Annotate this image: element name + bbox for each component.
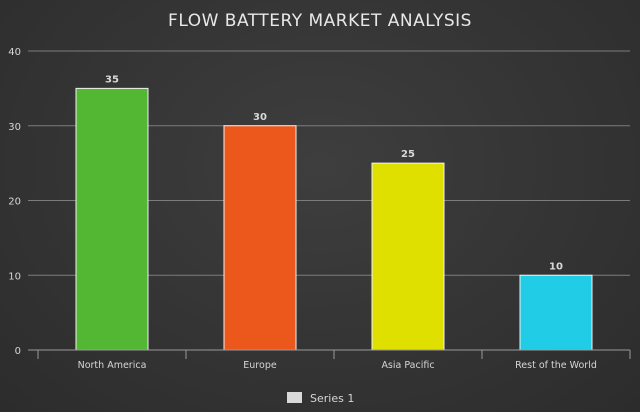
- bar: [75, 87, 149, 351]
- legend[interactable]: Series 1: [287, 392, 354, 405]
- data-label: 10: [549, 261, 563, 272]
- bar: [223, 125, 297, 351]
- y-tick-label: 30: [8, 122, 21, 133]
- data-label: 30: [253, 112, 267, 123]
- chart-title: FLOW BATTERY MARKET ANALYSIS: [168, 11, 472, 31]
- bar: [519, 274, 593, 351]
- x-tick-label: North America: [78, 360, 147, 371]
- y-tick-label: 40: [8, 47, 21, 58]
- legend-swatch: [287, 392, 302, 403]
- bars: 35 30 25 10: [75, 74, 593, 351]
- data-label: 35: [105, 74, 119, 85]
- y-tick-label: 10: [8, 271, 21, 282]
- y-tick-label: 0: [15, 346, 21, 357]
- legend-label: Series 1: [310, 392, 354, 405]
- x-tick-label: Rest of the World: [515, 360, 597, 371]
- x-tick-label: Europe: [243, 360, 277, 371]
- data-label: 25: [401, 149, 415, 160]
- bar: [371, 162, 445, 351]
- y-tick-label: 20: [8, 197, 21, 208]
- x-axis: North America Europe Asia Pacific Rest of t…: [28, 349, 631, 371]
- x-tick-label: Asia Pacific: [381, 360, 434, 371]
